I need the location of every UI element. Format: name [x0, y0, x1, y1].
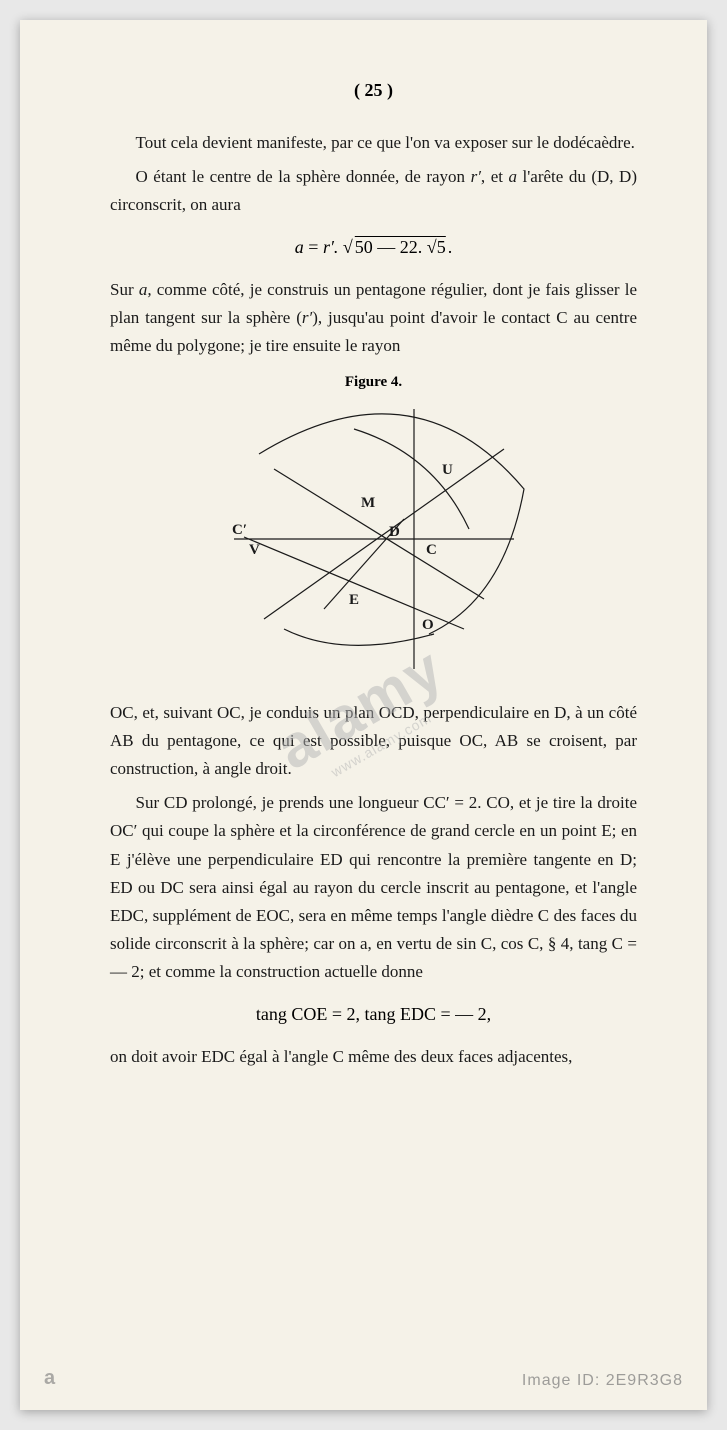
label-O: O — [422, 617, 434, 633]
label-M: M — [361, 495, 375, 511]
p3-var: a, — [139, 280, 152, 299]
paragraph-5: Sur CD prolongé, je prends une longueur … — [110, 789, 637, 985]
geometric-figure: U M D C C′ V E O — [204, 399, 544, 679]
paragraph-3: Sur a, comme côté, je construis un penta… — [110, 276, 637, 360]
equation-2: tang COE = 2, tang EDC = — 2, — [110, 1004, 637, 1025]
eq2-text: tang COE = 2, tang EDC = — 2, — [256, 1004, 491, 1024]
p3-r: r′ — [302, 308, 312, 327]
paragraph-6: on doit avoir EDC égal à l'angle C même … — [110, 1043, 637, 1071]
label-E: E — [349, 592, 359, 608]
label-D: D — [389, 524, 400, 540]
paragraph-1: Tout cela devient manifeste, par ce que … — [110, 129, 637, 157]
footer-logo: a — [44, 1367, 55, 1390]
figure-caption: Figure 4. — [110, 374, 637, 391]
paragraph-4: OC, et, suivant OC, je conduis un plan O… — [110, 699, 637, 783]
page-number: ( 25 ) — [110, 80, 637, 101]
p2-text-b: , et — [481, 167, 509, 186]
paragraph-2: O étant le centre de la sphère donnée, d… — [110, 163, 637, 219]
p2-text-a: O étant le centre de la sphère donnée, d… — [136, 167, 471, 186]
label-V: V — [249, 542, 260, 558]
figure-4: U M D C C′ V E O — [110, 399, 637, 679]
label-U: U — [442, 462, 453, 478]
p3-text-a: Sur — [110, 280, 139, 299]
equation-1: a = r′. √50 — 22. √5. — [110, 237, 637, 258]
label-C: C — [426, 542, 437, 558]
page-scan: ( 25 ) Tout cela devient manifeste, par … — [20, 20, 707, 1410]
p2-var-r: r′ — [471, 167, 481, 186]
p2-var-a: a — [508, 167, 517, 186]
footer-image-id: Image ID: 2E9R3G8 — [522, 1372, 683, 1390]
label-Cprime: C′ — [232, 522, 247, 538]
